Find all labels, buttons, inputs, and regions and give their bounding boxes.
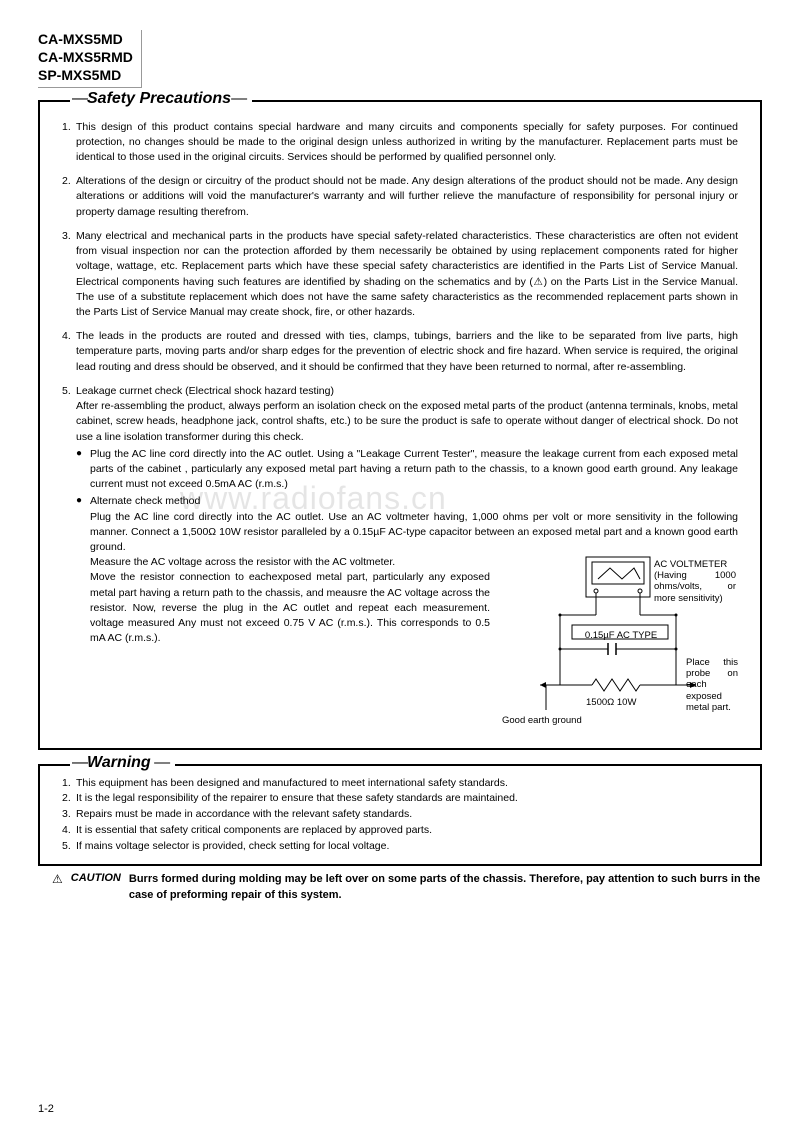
bullet2-body1: Plug the AC line cord directly into the …: [90, 511, 738, 553]
bullet2-lead: Alternate check method: [90, 495, 200, 507]
safety-precautions-box: —Safety Precautions— This design of this…: [38, 100, 762, 750]
warning-item: Repairs must be made in accordance with …: [62, 807, 738, 823]
bullet2-body2: Measure the AC voltage across the resist…: [90, 556, 395, 568]
probe-label: Place this probe on each exposed metal p…: [686, 657, 738, 714]
res-label: 1500Ω 10W: [586, 697, 636, 708]
bullet-plug: Plug the AC line cord directly into the …: [76, 447, 738, 493]
item5-body: After re-assembling the product, always …: [76, 400, 738, 442]
safety-item: The leads in the products are routed and…: [62, 329, 738, 375]
alt-method-row: Measure the AC voltage across the resist…: [90, 555, 738, 728]
warning-item: It is essential that safety critical com…: [62, 823, 738, 839]
ground-label: Good earth ground: [502, 715, 582, 726]
warning-box: —Warning — This equipment has been desig…: [38, 764, 762, 867]
alt-method-text: Measure the AC voltage across the resist…: [90, 555, 490, 728]
safety-item: This design of this product contains spe…: [62, 120, 738, 166]
safety-list: This design of this product contains spe…: [62, 120, 738, 729]
safety-item: Many electrical and mechanical parts in …: [62, 229, 738, 320]
model-numbers: CA-MXS5MD CA-MXS5RMD SP-MXS5MD: [38, 30, 142, 88]
safety-title: Safety Precautions: [87, 90, 231, 107]
model-line: CA-MXS5MD: [38, 30, 133, 48]
voltmeter-label: AC VOLTMETER (Having 1000 ohms/volts, or…: [654, 559, 736, 605]
bullet-alternate: Alternate check method Plug the AC line …: [76, 494, 738, 728]
safety-legend: —Safety Precautions—: [70, 90, 252, 108]
warning-item: It is the legal responsibility of the re…: [62, 791, 738, 807]
warning-legend: —Warning —: [70, 754, 175, 772]
model-line: CA-MXS5RMD: [38, 48, 133, 66]
page-number: 1-2: [38, 1103, 54, 1115]
safety-item: Alterations of the design or circuitry o…: [62, 174, 738, 220]
caution-row: ⚠ CAUTION Burrs formed during molding ma…: [38, 872, 762, 903]
warning-item: If mains voltage selector is provided, c…: [62, 839, 738, 855]
model-line: SP-MXS5MD: [38, 66, 133, 84]
caution-label: CAUTION: [71, 872, 121, 884]
caution-text: Burrs formed during molding may be left …: [129, 872, 762, 903]
circuit-diagram: AC VOLTMETER (Having 1000 ohms/volts, or…: [500, 555, 738, 728]
warning-title: Warning: [87, 754, 151, 771]
item5-lead: Leakage currnet check (Electrical shock …: [76, 385, 334, 397]
warning-item: This equipment has been designed and man…: [62, 776, 738, 792]
warning-list: This equipment has been designed and man…: [62, 776, 738, 855]
bullet2-body3: Move the resistor connection to eachexpo…: [90, 571, 490, 644]
cap-label: 0.15µF AC TYPE: [576, 630, 666, 641]
bullet1-text: Plug the AC line cord directly into the …: [90, 448, 738, 490]
caution-icon: ⚠: [52, 872, 63, 886]
safety-item-5: Leakage currnet check (Electrical shock …: [62, 384, 738, 729]
